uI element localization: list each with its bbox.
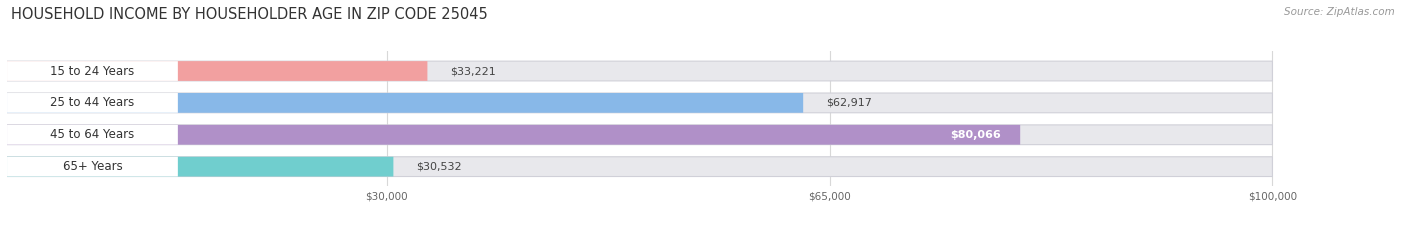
- Text: $30,532: $30,532: [416, 162, 461, 172]
- FancyBboxPatch shape: [7, 157, 177, 177]
- FancyBboxPatch shape: [7, 157, 1272, 177]
- Text: Source: ZipAtlas.com: Source: ZipAtlas.com: [1284, 7, 1395, 17]
- FancyBboxPatch shape: [7, 125, 1021, 145]
- FancyBboxPatch shape: [7, 93, 803, 113]
- FancyBboxPatch shape: [7, 157, 394, 177]
- Text: 65+ Years: 65+ Years: [63, 160, 122, 173]
- FancyBboxPatch shape: [7, 93, 177, 113]
- Text: 25 to 44 Years: 25 to 44 Years: [51, 96, 135, 110]
- FancyBboxPatch shape: [7, 61, 427, 81]
- FancyBboxPatch shape: [7, 125, 177, 145]
- FancyBboxPatch shape: [7, 61, 177, 81]
- Text: HOUSEHOLD INCOME BY HOUSEHOLDER AGE IN ZIP CODE 25045: HOUSEHOLD INCOME BY HOUSEHOLDER AGE IN Z…: [11, 7, 488, 22]
- FancyBboxPatch shape: [7, 125, 1272, 145]
- FancyBboxPatch shape: [7, 61, 1272, 81]
- Text: $80,066: $80,066: [950, 130, 1001, 140]
- FancyBboxPatch shape: [7, 93, 1272, 113]
- Text: 15 to 24 Years: 15 to 24 Years: [51, 65, 135, 78]
- Text: $62,917: $62,917: [825, 98, 872, 108]
- Text: 45 to 64 Years: 45 to 64 Years: [51, 128, 135, 141]
- Text: $33,221: $33,221: [450, 66, 496, 76]
